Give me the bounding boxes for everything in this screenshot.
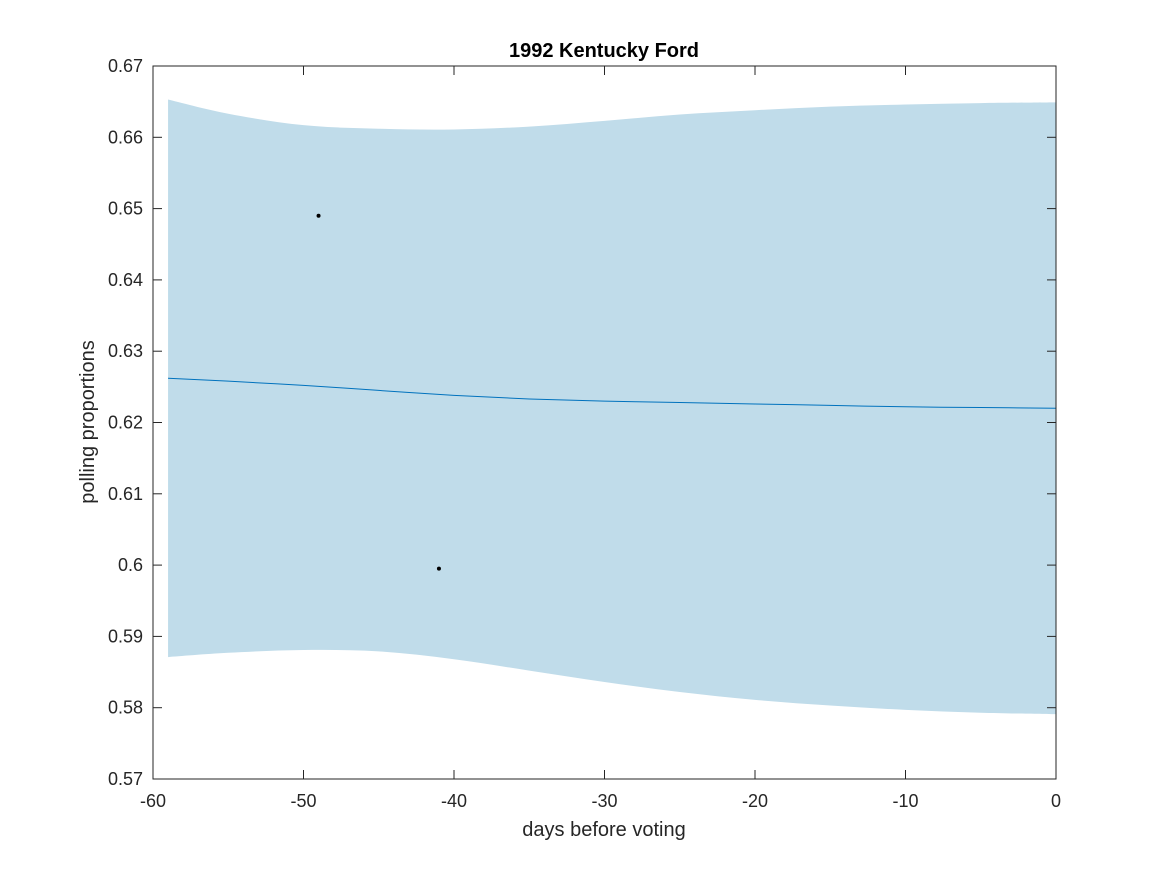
poll-point bbox=[436, 566, 441, 571]
confidence-band bbox=[168, 99, 1057, 715]
y-tick-label: 0.61 bbox=[108, 484, 143, 504]
y-tick-label: 0.67 bbox=[108, 56, 143, 76]
x-tick-label: -20 bbox=[742, 791, 768, 811]
y-tick-label: 0.57 bbox=[108, 769, 143, 789]
y-tick-label: 0.58 bbox=[108, 698, 143, 718]
x-tick-label: -50 bbox=[290, 791, 316, 811]
poll-point bbox=[316, 213, 321, 218]
y-axis-label: polling proportions bbox=[77, 340, 99, 503]
y-tick-label: 0.6 bbox=[118, 555, 143, 575]
trend-line bbox=[168, 377, 1057, 409]
y-tick-label: 0.66 bbox=[108, 127, 143, 147]
x-tick-label: 0 bbox=[1051, 791, 1061, 811]
plot-area bbox=[168, 99, 1057, 715]
y-tick-label: 0.59 bbox=[108, 626, 143, 646]
y-tick-label: 0.64 bbox=[108, 270, 143, 290]
y-tick-label: 0.62 bbox=[108, 413, 143, 433]
chart-title: 1992 Kentucky Ford bbox=[509, 40, 699, 62]
axis-ticks: -60 -50 -40 -30 -20 -10 0 0.57 0.58 0.59 0.6 0.61 0.… bbox=[108, 56, 1061, 811]
y-tick-label: 0.65 bbox=[108, 199, 143, 219]
x-tick-label: -30 bbox=[591, 791, 617, 811]
y-tick-label: 0.63 bbox=[108, 341, 143, 361]
x-tick-label: -60 bbox=[140, 791, 166, 811]
x-tick-label: -10 bbox=[892, 791, 918, 811]
x-axis-label: days before voting bbox=[522, 819, 685, 841]
x-tick-label: -40 bbox=[441, 791, 467, 811]
